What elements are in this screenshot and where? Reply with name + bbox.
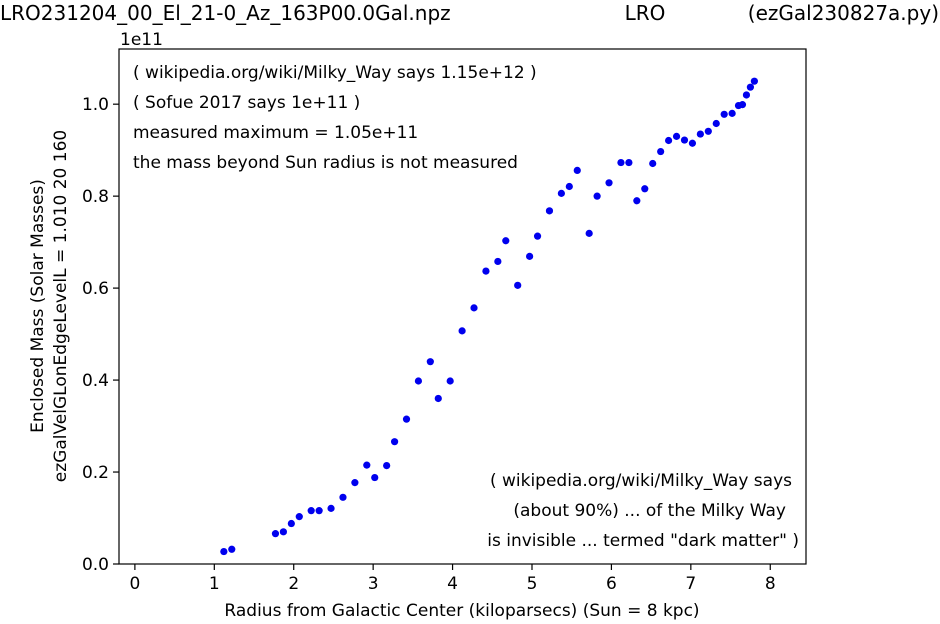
data-point xyxy=(295,513,303,521)
y-tick-label: 0.8 xyxy=(82,187,109,207)
data-point xyxy=(573,166,581,174)
data-point xyxy=(287,519,295,528)
annotation-top-left: ( wikipedia.org/wiki/Milky_Way says 1.15… xyxy=(133,63,537,173)
data-point xyxy=(746,83,755,91)
y-tick-label: 0.0 xyxy=(82,555,109,575)
plot-frame xyxy=(118,48,807,565)
header-filename: LRO231204_00_El_21-0_Az_163P00.0Gal.npz xyxy=(0,1,451,25)
x-axis-label: Radius from Galactic Center (kiloparsecs… xyxy=(224,601,699,621)
data-point xyxy=(315,507,323,515)
data-point xyxy=(688,139,697,147)
data-point xyxy=(426,358,434,366)
data-point xyxy=(327,504,335,512)
header-script: (ezGal230827a.py) xyxy=(748,1,939,25)
data-point xyxy=(383,461,391,470)
data-point xyxy=(665,136,673,145)
data-point xyxy=(402,415,411,423)
data-point xyxy=(649,159,657,168)
y-axis-ticks: 0.0 0.2 0.4 0.6 0.8 1.0 xyxy=(82,95,119,575)
data-point xyxy=(494,257,502,266)
data-point xyxy=(557,189,565,197)
data-point xyxy=(307,507,315,515)
y-tick-label: 0.2 xyxy=(82,463,109,483)
data-point xyxy=(363,461,371,469)
x-tick-label: 6 xyxy=(606,574,617,594)
data-point xyxy=(514,281,522,289)
data-point xyxy=(593,192,601,200)
x-tick-label: 0 xyxy=(129,574,140,594)
data-point xyxy=(738,101,747,109)
data-point xyxy=(545,207,554,215)
x-tick-label: 2 xyxy=(288,574,299,594)
data-point xyxy=(641,185,649,193)
data-point xyxy=(657,147,665,156)
y-tick-label: 0.6 xyxy=(82,279,109,299)
data-point xyxy=(712,119,720,128)
data-point xyxy=(220,547,228,556)
x-tick-label: 1 xyxy=(209,574,220,594)
data-point xyxy=(279,528,288,536)
data-points xyxy=(220,77,758,556)
data-point xyxy=(446,377,454,385)
data-point xyxy=(414,377,423,385)
x-axis-ticks: 0 1 2 3 4 5 6 7 8 xyxy=(129,564,776,594)
data-point xyxy=(339,493,347,501)
y-axis-multiplier: 1e11 xyxy=(120,30,163,50)
data-point xyxy=(625,158,633,167)
data-point xyxy=(458,327,466,335)
y-tick-label: 1.0 xyxy=(82,95,109,115)
annotation-line: the mass beyond Sun radius is not measur… xyxy=(133,153,518,173)
data-point xyxy=(742,91,751,99)
data-point xyxy=(565,182,573,191)
data-point xyxy=(434,394,442,403)
annotation-line: ( wikipedia.org/wiki/Milky_Way says xyxy=(490,471,792,491)
data-point xyxy=(728,109,736,117)
data-point xyxy=(633,197,641,205)
data-point xyxy=(502,237,510,245)
data-point xyxy=(390,438,399,446)
x-tick-label: 8 xyxy=(765,574,776,594)
annotation-line: (about 90%) ... of the Milky Way xyxy=(513,501,786,521)
data-point xyxy=(526,252,534,260)
y-axis-label: Enclosed Mass (Solar Masses) xyxy=(28,179,48,433)
y-tick-label: 0.4 xyxy=(82,371,109,391)
data-point xyxy=(371,473,379,482)
data-point xyxy=(351,479,359,487)
data-point xyxy=(470,304,478,312)
x-tick-label: 4 xyxy=(447,574,458,594)
data-point xyxy=(585,229,593,237)
annotation-line: measured maximum = 1.05e+11 xyxy=(133,123,418,143)
annotation-line: ( Sofue 2017 says 1e+11 ) xyxy=(133,93,360,113)
data-point xyxy=(704,127,712,135)
data-point xyxy=(228,545,236,553)
annotation-bottom-right: ( wikipedia.org/wiki/Milky_Way says (abo… xyxy=(487,471,799,551)
x-tick-label: 5 xyxy=(527,574,538,594)
data-point xyxy=(672,132,681,140)
annotation-line: ( wikipedia.org/wiki/Milky_Way says 1.15… xyxy=(133,63,537,83)
x-tick-label: 7 xyxy=(685,574,696,594)
annotation-line: is invisible ... termed "dark matter" ) xyxy=(487,531,799,551)
data-point xyxy=(482,267,490,275)
data-point xyxy=(617,158,625,167)
data-point xyxy=(720,110,728,118)
data-point xyxy=(680,136,689,144)
data-point xyxy=(750,77,758,85)
y-axis-label-secondary: ezGalVelGLonEdgeLevelL = 1.010 20 160 xyxy=(51,130,71,482)
data-point xyxy=(271,530,280,538)
data-point xyxy=(605,179,613,187)
data-point xyxy=(533,232,542,240)
header-source: LRO xyxy=(625,1,666,25)
x-tick-label: 3 xyxy=(368,574,379,594)
data-point xyxy=(696,130,704,138)
